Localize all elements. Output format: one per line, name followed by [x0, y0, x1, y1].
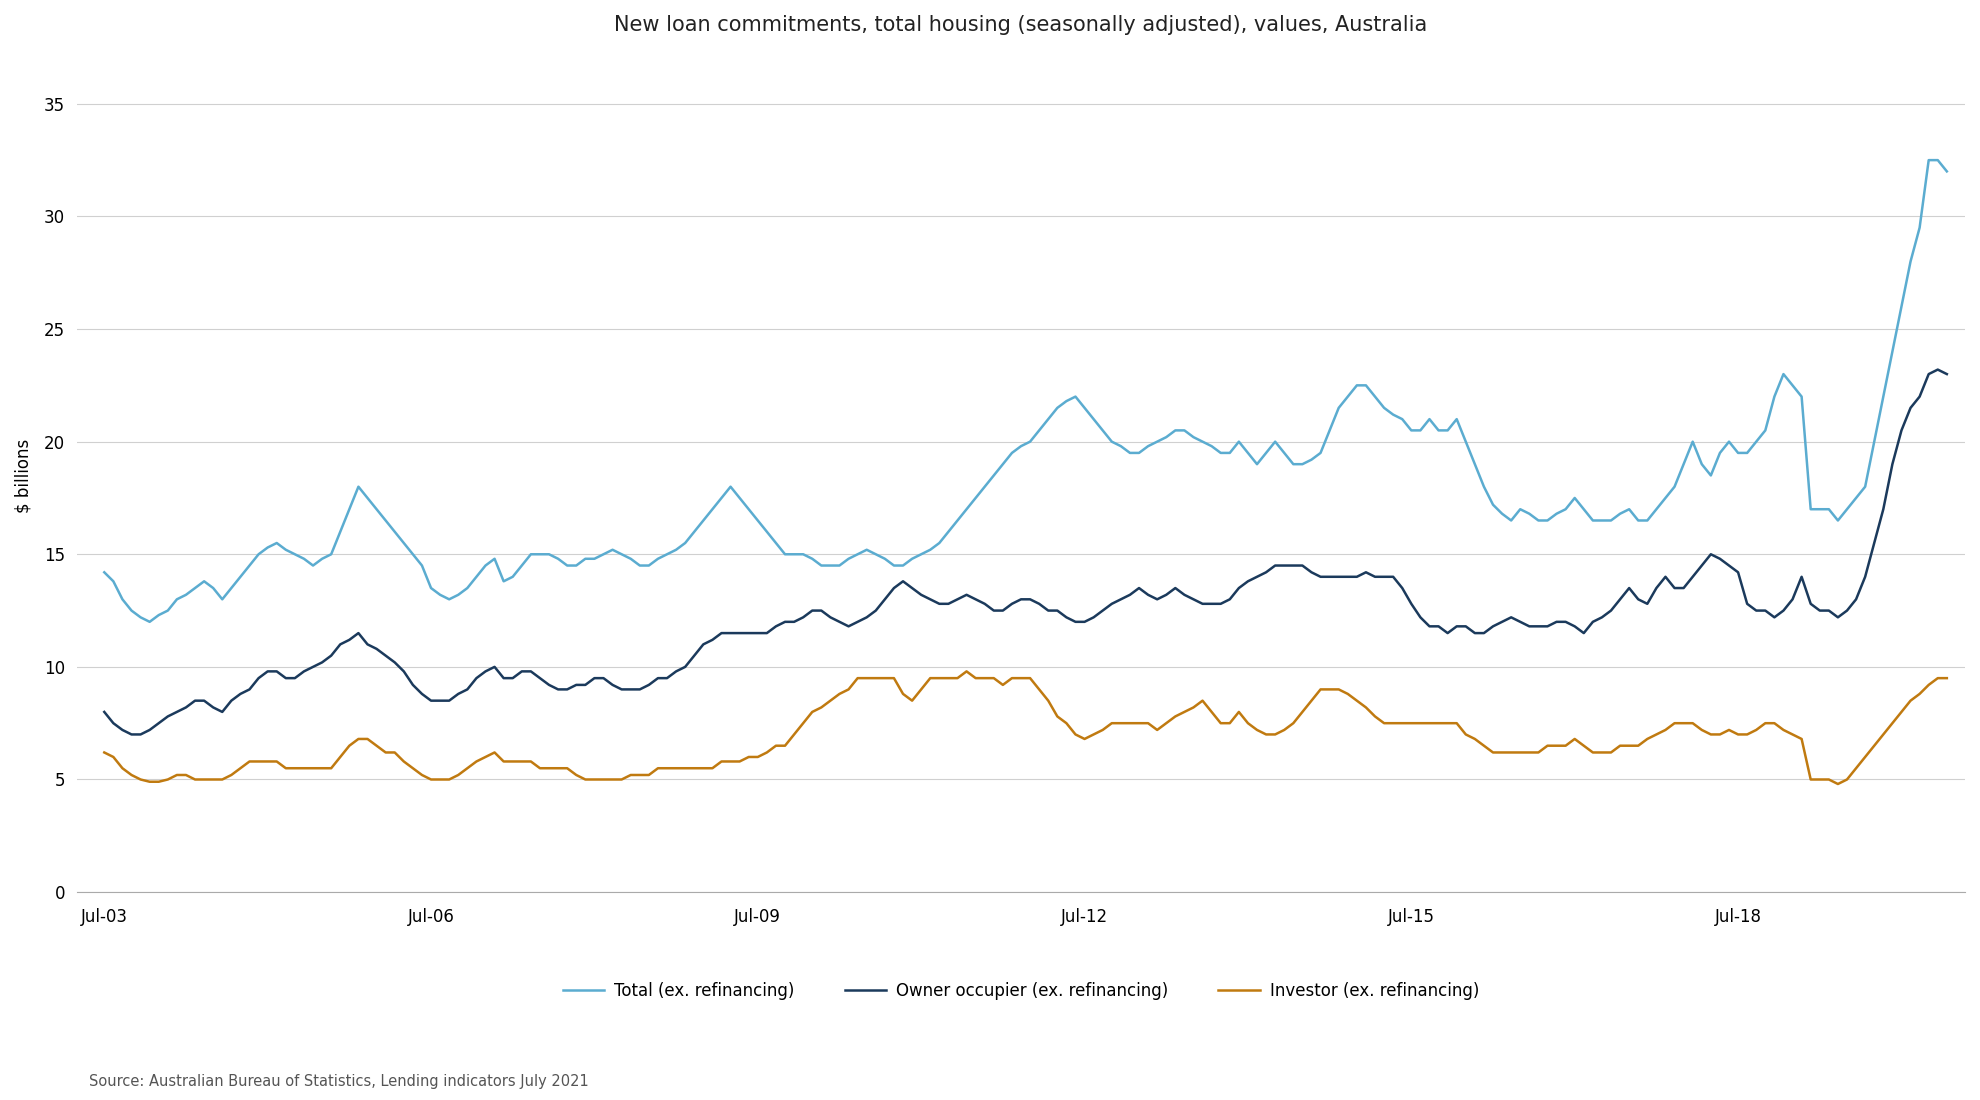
- Owner occupier (ex. refinancing): [1063, 615, 1087, 628]
- Investor (ex. refinancing): [402, 761, 426, 774]
- Owner occupier (ex. refinancing): [119, 728, 143, 741]
- Text: Source: Australian Bureau of Statistics, Lending indicators July 2021: Source: Australian Bureau of Statistics,…: [89, 1074, 588, 1089]
- Investor (ex. refinancing): [293, 761, 317, 774]
- Owner occupier (ex. refinancing): [1927, 363, 1950, 376]
- Investor (ex. refinancing): [954, 664, 978, 678]
- Line: Owner occupier (ex. refinancing): Owner occupier (ex. refinancing): [105, 370, 1946, 735]
- Line: Investor (ex. refinancing): Investor (ex. refinancing): [105, 671, 1946, 784]
- Investor (ex. refinancing): [1463, 733, 1487, 746]
- Total (ex. refinancing): [139, 615, 162, 628]
- Total (ex. refinancing): [1917, 154, 1940, 167]
- Legend: Total (ex. refinancing), Owner occupier (ex. refinancing), Investor (ex. refinan: Total (ex. refinancing), Owner occupier …: [556, 976, 1487, 1007]
- Owner occupier (ex. refinancing): [1028, 597, 1051, 611]
- Investor (ex. refinancing): [1826, 778, 1849, 791]
- Investor (ex. refinancing): [93, 746, 117, 759]
- Investor (ex. refinancing): [1934, 671, 1958, 684]
- Owner occupier (ex. refinancing): [93, 705, 117, 718]
- Total (ex. refinancing): [1463, 458, 1487, 471]
- Total (ex. refinancing): [1934, 165, 1958, 178]
- Investor (ex. refinancing): [1063, 728, 1087, 741]
- Owner occupier (ex. refinancing): [410, 688, 434, 701]
- Title: New loan commitments, total housing (seasonally adjusted), values, Australia: New loan commitments, total housing (sea…: [614, 15, 1428, 35]
- Line: Total (ex. refinancing): Total (ex. refinancing): [105, 161, 1946, 621]
- Total (ex. refinancing): [1063, 390, 1087, 404]
- Total (ex. refinancing): [1028, 424, 1051, 437]
- Owner occupier (ex. refinancing): [1463, 627, 1487, 640]
- Owner occupier (ex. refinancing): [592, 671, 616, 684]
- Owner occupier (ex. refinancing): [301, 660, 325, 673]
- Total (ex. refinancing): [301, 559, 325, 572]
- Total (ex. refinancing): [93, 565, 117, 579]
- Investor (ex. refinancing): [582, 773, 606, 786]
- Owner occupier (ex. refinancing): [1934, 367, 1958, 381]
- Total (ex. refinancing): [592, 548, 616, 561]
- Total (ex. refinancing): [410, 559, 434, 572]
- Investor (ex. refinancing): [1028, 683, 1051, 696]
- Y-axis label: $ billions: $ billions: [16, 438, 34, 513]
